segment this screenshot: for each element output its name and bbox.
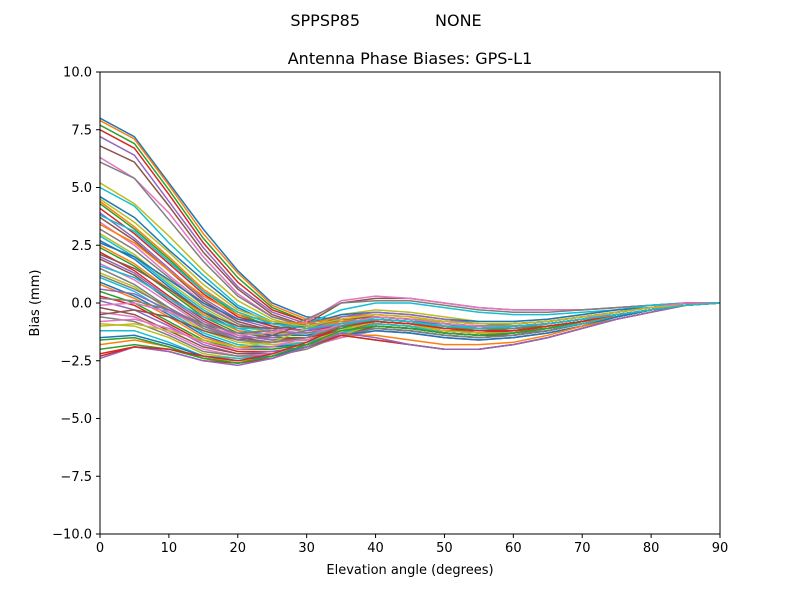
series-line-59 xyxy=(100,198,720,327)
series-lines xyxy=(100,117,720,367)
y-tick-label: −10.0 xyxy=(52,528,92,543)
x-tick-label: 40 xyxy=(367,541,384,556)
y-tick-label: −7.5 xyxy=(60,470,92,485)
y-axis-ticks: −10.0 −7.5 −5.0 −2.5 0.0 2.5 5.0 7.5 10.0 xyxy=(52,66,100,543)
x-tick-label: 60 xyxy=(505,541,522,556)
x-tick-label: 10 xyxy=(161,541,178,556)
x-tick-label: 90 xyxy=(712,541,729,556)
y-axis-label: Bias (mm) xyxy=(28,270,43,337)
chart-title: Antenna Phase Biases: GPS-L1 xyxy=(288,49,533,68)
x-axis-label: Elevation angle (degrees) xyxy=(326,563,493,578)
y-tick-label: 0.0 xyxy=(71,297,92,312)
y-tick-label: 10.0 xyxy=(63,66,92,81)
x-tick-label: 50 xyxy=(436,541,453,556)
y-tick-label: 7.5 xyxy=(71,123,92,138)
x-tick-label: 20 xyxy=(230,541,247,556)
y-tick-label: −2.5 xyxy=(60,354,92,369)
x-axis-ticks: 0 10 20 30 40 50 60 70 80 90 xyxy=(96,534,728,556)
x-tick-label: 0 xyxy=(96,541,104,556)
x-tick-label: 80 xyxy=(643,541,660,556)
series-line-60 xyxy=(100,214,720,330)
figure-suptitle-radome: NONE xyxy=(435,11,482,30)
y-tick-label: −5.0 xyxy=(60,412,92,427)
series-line-45 xyxy=(100,302,720,367)
y-tick-label: 5.0 xyxy=(71,181,92,196)
y-tick-label: 2.5 xyxy=(71,239,92,254)
x-tick-label: 70 xyxy=(574,541,591,556)
x-tick-label: 30 xyxy=(298,541,315,556)
series-line-48 xyxy=(100,297,720,334)
figure-suptitle-station: SPPSP85 xyxy=(290,11,360,30)
